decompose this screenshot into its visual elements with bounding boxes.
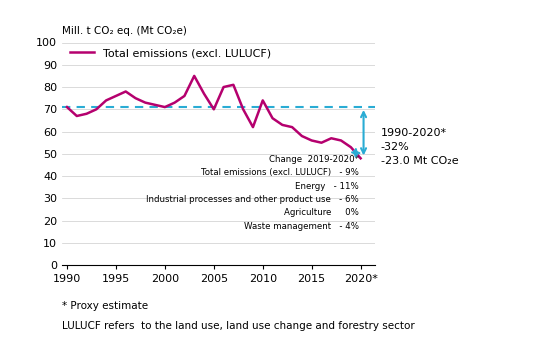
Text: Industrial processes and other product use   - 6%: Industrial processes and other product u… (146, 195, 359, 204)
Text: Total emissions (excl. LULUCF)   - 9%: Total emissions (excl. LULUCF) - 9% (201, 168, 359, 177)
Text: Energy   - 11%: Energy - 11% (295, 182, 359, 191)
Text: LULUCF refers  to the land use, land use change and forestry sector: LULUCF refers to the land use, land use … (62, 321, 415, 331)
Text: Change  2019-2020*: Change 2019-2020* (269, 155, 359, 164)
Text: 1990-2020*
-32%
-23.0 Mt CO₂e: 1990-2020* -32% -23.0 Mt CO₂e (381, 128, 458, 166)
Text: * Proxy estimate: * Proxy estimate (62, 301, 148, 311)
Text: Waste management   - 4%: Waste management - 4% (244, 222, 359, 231)
Text: Mill. t CO₂ eq. (Mt CO₂e): Mill. t CO₂ eq. (Mt CO₂e) (62, 26, 187, 36)
Text: Agriculture     0%: Agriculture 0% (284, 208, 359, 217)
Legend: Total emissions (excl. LULUCF): Total emissions (excl. LULUCF) (65, 44, 275, 63)
